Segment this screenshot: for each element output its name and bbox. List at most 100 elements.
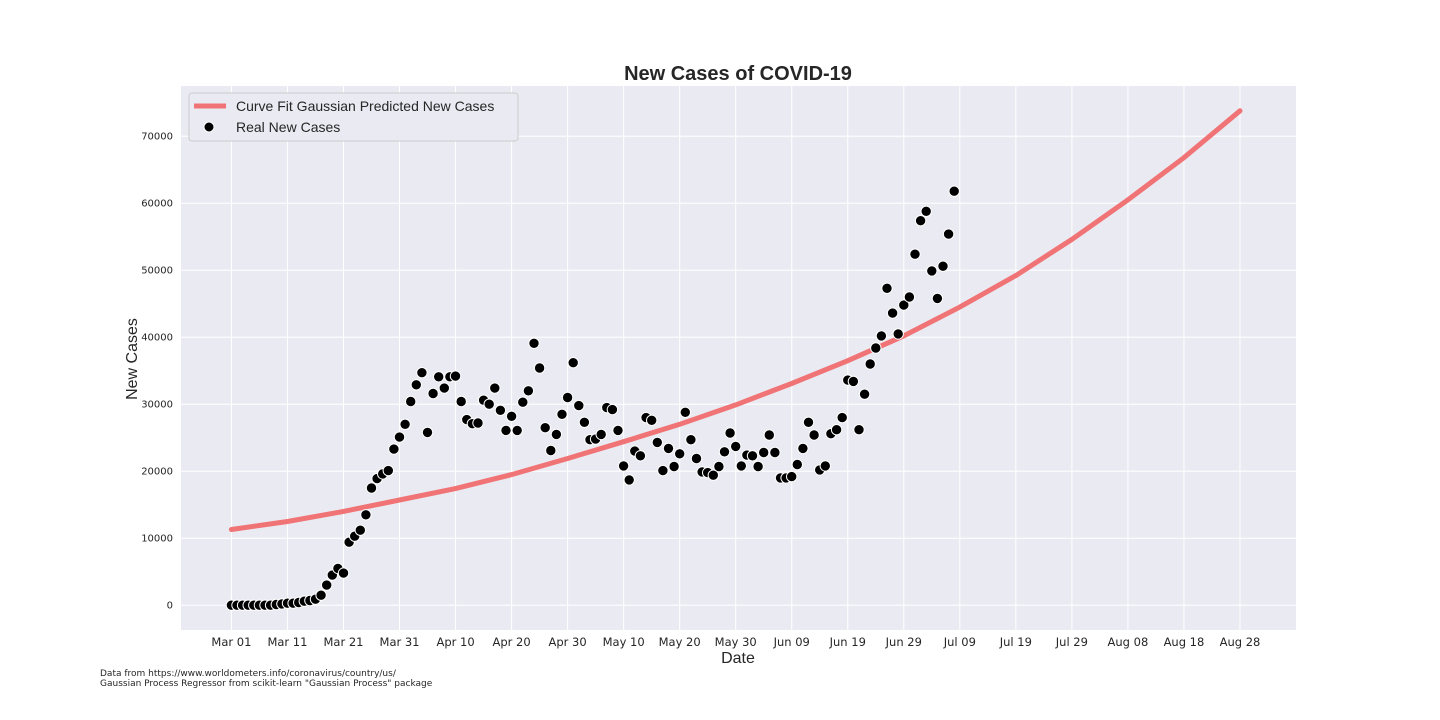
data-point	[545, 444, 557, 457]
source-footnote: Data from https://www.worldometers.info/…	[100, 669, 396, 679]
data-point	[522, 385, 535, 397]
data-point	[914, 215, 927, 227]
data-point	[707, 469, 719, 481]
y-tick-label: 60000	[141, 199, 173, 210]
data-point	[449, 370, 462, 382]
y-tick-label: 50000	[141, 266, 173, 277]
y-tick-label: 0	[167, 601, 173, 612]
chart-title: New Cases of COVID-19	[624, 63, 852, 85]
data-point	[393, 431, 406, 443]
data-point	[920, 205, 932, 218]
data-point	[718, 446, 731, 458]
data-point	[321, 579, 333, 591]
data-point	[410, 379, 422, 391]
data-point	[388, 443, 400, 455]
data-point	[713, 460, 725, 473]
y-tick-label: 30000	[141, 400, 173, 411]
data-point	[763, 429, 775, 441]
method-footnote: Gaussian Process Regressor from scikit-l…	[100, 679, 433, 689]
x-tick-label: Jul 29	[1055, 635, 1088, 649]
y-axis-ticks: 0 10000 20000 30000 40000 50000 60000 70000	[141, 132, 173, 612]
data-point	[315, 589, 327, 601]
data-point	[797, 442, 809, 455]
data-point	[931, 292, 944, 305]
data-point	[567, 357, 579, 369]
y-tick-label: 10000	[141, 534, 173, 545]
data-point	[561, 391, 574, 404]
data-point	[746, 450, 759, 462]
x-tick-label: May 10	[603, 635, 645, 649]
data-point	[421, 426, 434, 439]
data-point	[455, 395, 467, 408]
data-points	[225, 185, 960, 611]
x-axis-ticks: Mar 01 Mar 11 Mar 21 Mar 31 Apr 10 Apr 20 Apr …	[211, 635, 1260, 649]
data-point	[360, 509, 372, 521]
data-point	[573, 399, 585, 412]
data-point	[881, 282, 893, 294]
legend-box	[188, 92, 519, 142]
data-point	[735, 460, 747, 472]
x-tick-label: Apr 10	[436, 635, 474, 649]
data-point	[433, 371, 445, 383]
x-tick-label: Aug 18	[1164, 635, 1205, 649]
data-point	[819, 460, 831, 472]
data-point	[870, 342, 882, 354]
data-point	[909, 248, 921, 260]
data-point	[438, 382, 450, 394]
data-point	[646, 414, 658, 426]
plot-area	[181, 86, 1296, 630]
data-point	[483, 398, 495, 410]
legend-fit-label: Curve Fit Gaussian Predicted New Cases	[236, 98, 494, 114]
data-point	[886, 307, 899, 319]
x-tick-label: Mar 11	[267, 635, 307, 649]
data-point	[674, 448, 686, 460]
data-point	[427, 387, 439, 400]
x-tick-label: May 20	[659, 635, 701, 649]
data-point	[472, 417, 484, 429]
data-point	[382, 464, 394, 477]
legend-points-swatch	[203, 121, 215, 133]
data-point	[500, 424, 512, 437]
data-point	[903, 291, 916, 303]
data-point	[399, 418, 411, 430]
data-point	[948, 185, 960, 197]
data-point	[528, 337, 540, 349]
data-point	[354, 524, 366, 536]
data-point	[539, 422, 551, 434]
x-axis-label: Date	[721, 650, 755, 667]
data-point	[802, 416, 815, 428]
x-tick-label: Aug 28	[1220, 635, 1261, 649]
data-point	[898, 299, 910, 311]
data-point	[657, 464, 669, 477]
data-point	[875, 330, 888, 342]
data-point	[942, 228, 955, 240]
data-point	[853, 424, 865, 436]
data-point	[926, 265, 938, 277]
data-point	[791, 458, 803, 471]
data-point	[808, 429, 820, 441]
y-tick-label: 20000	[141, 467, 173, 478]
data-point	[337, 567, 350, 579]
data-point	[836, 411, 848, 424]
data-point	[617, 460, 630, 472]
data-point	[858, 388, 871, 400]
x-tick-label: Jun 19	[829, 635, 866, 649]
x-tick-label: Mar 21	[323, 635, 363, 649]
data-point	[892, 328, 904, 340]
x-tick-label: Mar 31	[380, 635, 420, 649]
data-point	[634, 450, 647, 462]
data-point	[864, 358, 876, 370]
data-point	[847, 375, 860, 388]
data-point	[416, 367, 428, 379]
data-point	[623, 474, 635, 486]
x-tick-label: Aug 08	[1108, 635, 1149, 649]
x-tick-label: Apr 20	[492, 635, 530, 649]
data-point	[606, 403, 619, 416]
data-point	[651, 436, 663, 449]
x-tick-label: Jun 09	[773, 635, 810, 649]
data-point	[758, 446, 770, 459]
data-point	[494, 404, 507, 416]
data-point	[511, 424, 523, 437]
data-point	[690, 452, 703, 465]
